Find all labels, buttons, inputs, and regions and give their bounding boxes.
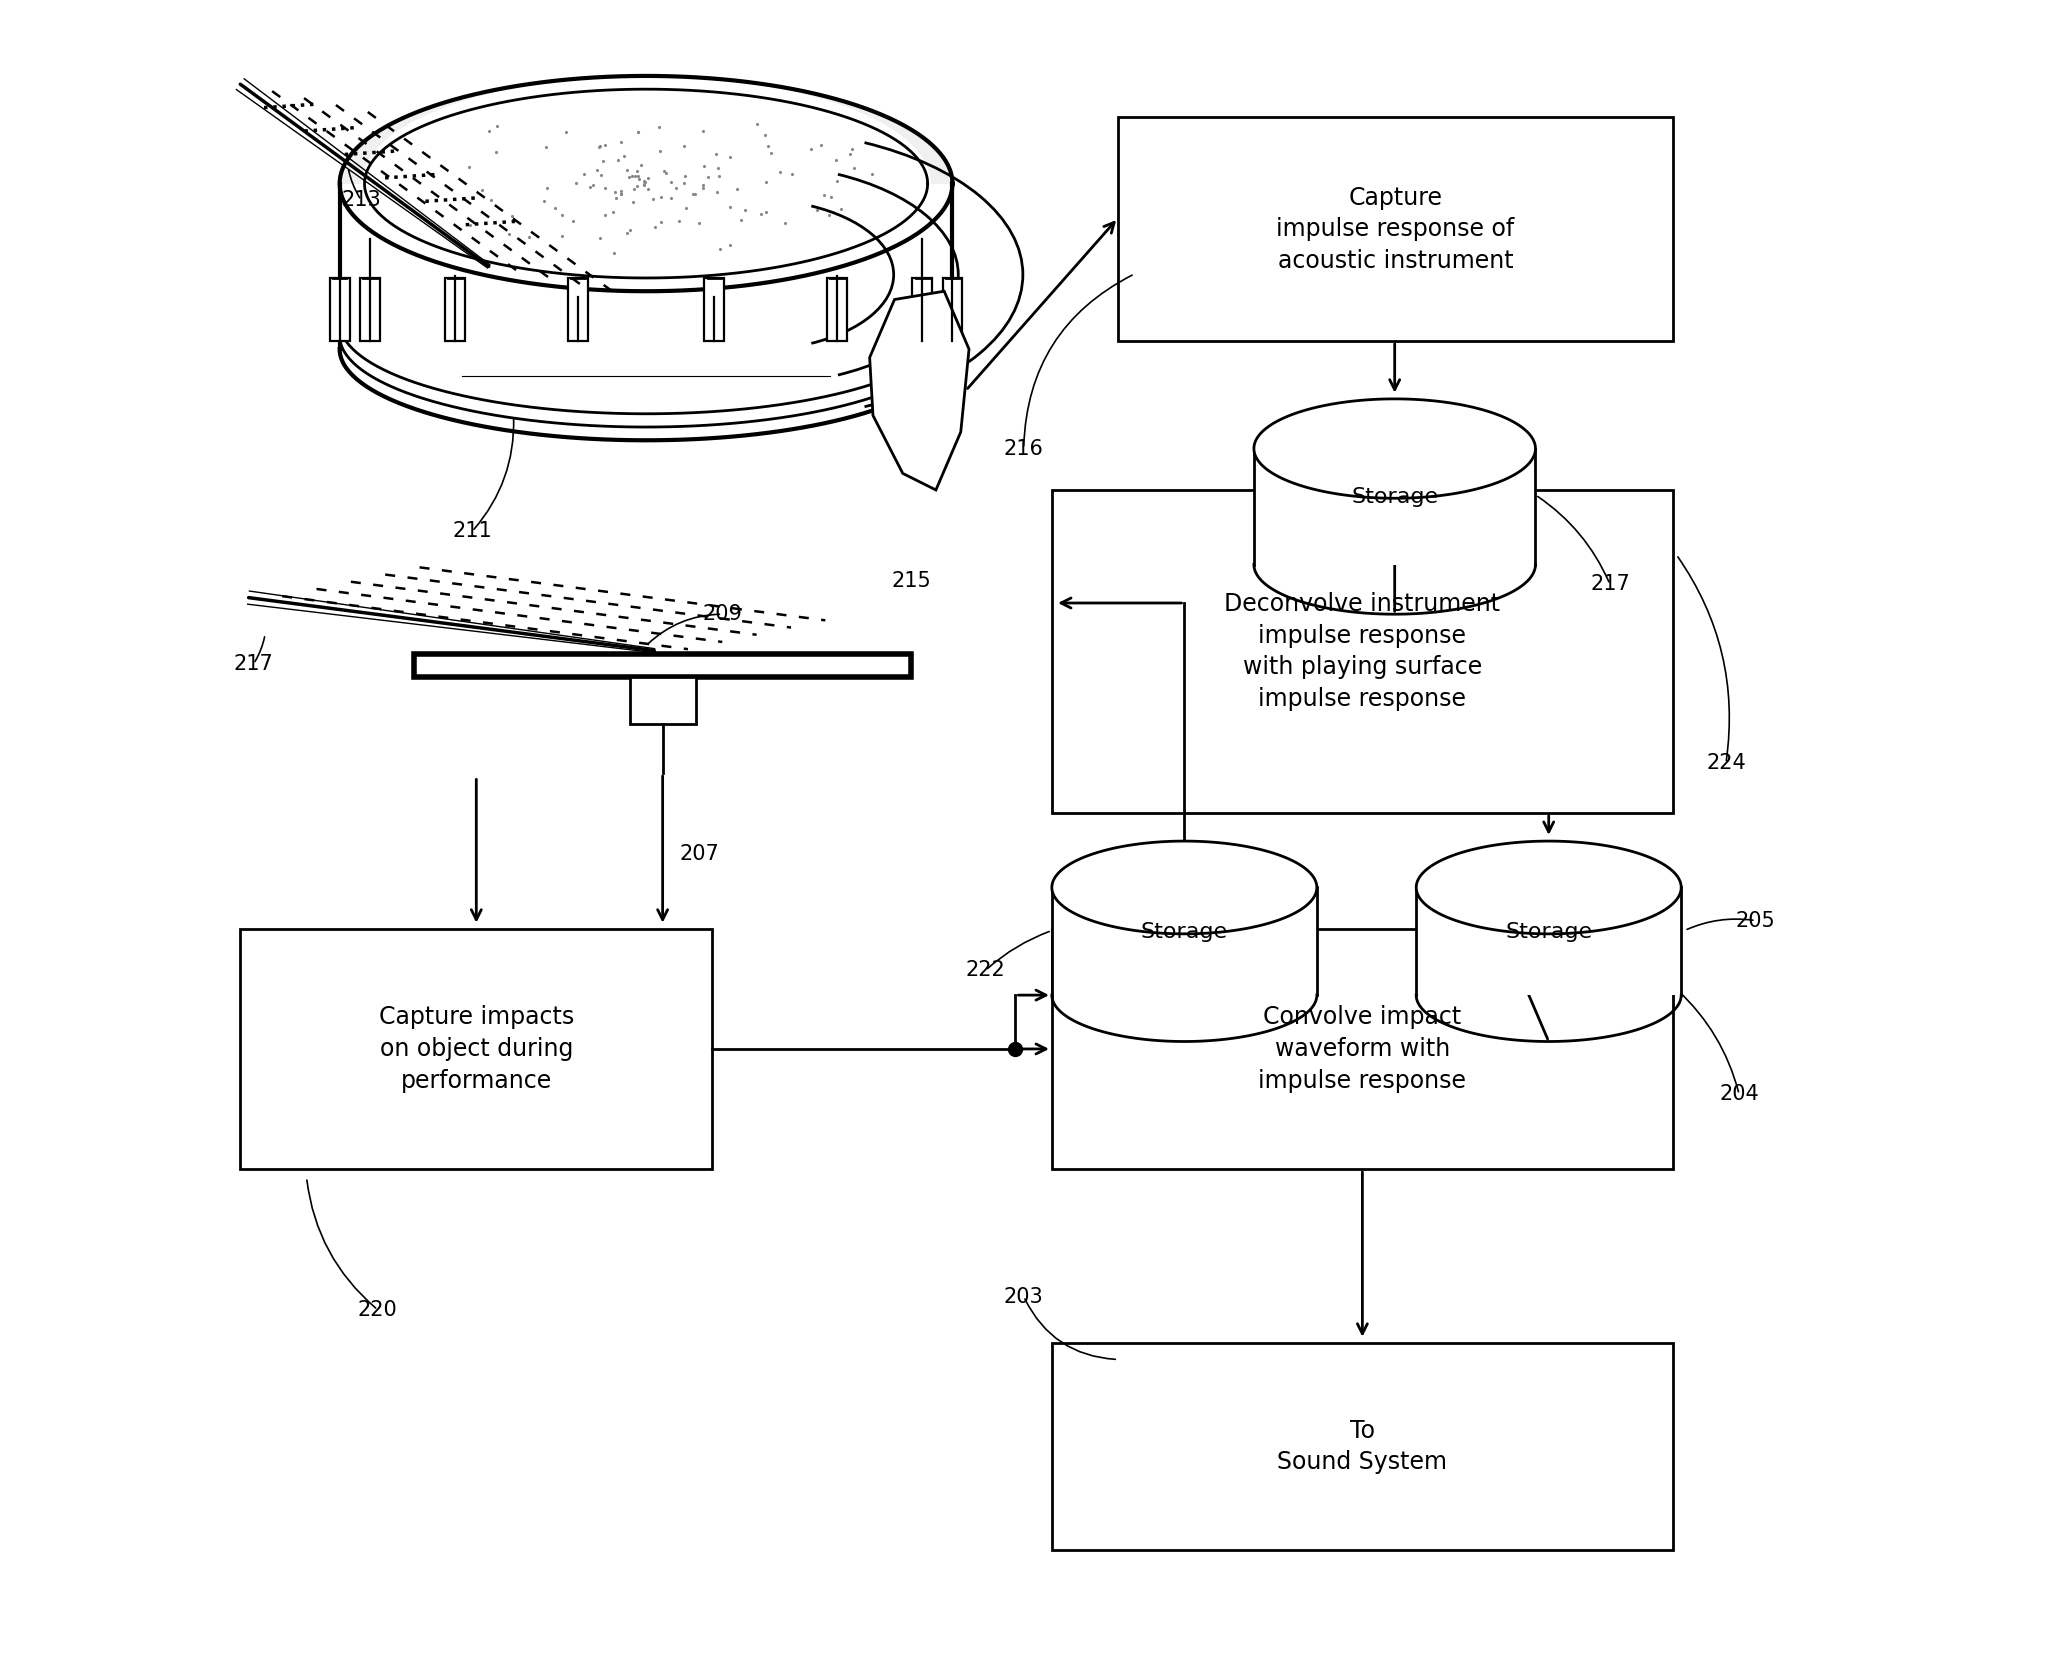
- Text: Convolve impact
waveform with
impulse response: Convolve impact waveform with impulse re…: [1259, 1005, 1467, 1093]
- Polygon shape: [1253, 448, 1536, 564]
- Text: 215: 215: [891, 571, 930, 591]
- Bar: [1052, 489, 1672, 813]
- Polygon shape: [1253, 398, 1536, 498]
- Text: 211: 211: [452, 521, 493, 541]
- Polygon shape: [415, 654, 912, 677]
- Text: 203: 203: [1004, 1287, 1043, 1307]
- Polygon shape: [869, 292, 969, 489]
- Bar: [359, 279, 380, 340]
- Bar: [446, 279, 464, 340]
- Bar: [569, 279, 587, 340]
- Text: 217: 217: [234, 654, 273, 674]
- Text: Storage: Storage: [1352, 486, 1438, 506]
- Polygon shape: [1052, 841, 1317, 934]
- Polygon shape: [1415, 841, 1682, 934]
- Bar: [629, 677, 696, 723]
- Bar: [1052, 1342, 1672, 1550]
- Bar: [912, 279, 933, 340]
- Bar: [943, 279, 963, 340]
- Text: Capture impacts
on object during
performance: Capture impacts on object during perform…: [378, 1005, 573, 1093]
- Bar: [331, 279, 349, 340]
- Polygon shape: [339, 76, 953, 292]
- Text: 213: 213: [341, 191, 382, 211]
- Text: 217: 217: [1590, 574, 1631, 594]
- Bar: [240, 929, 713, 1170]
- Bar: [1117, 118, 1672, 340]
- Text: 204: 204: [1719, 1085, 1758, 1105]
- Bar: [828, 279, 846, 340]
- Text: Capture
impulse response of
acoustic instrument: Capture impulse response of acoustic ins…: [1276, 186, 1514, 272]
- Polygon shape: [1052, 888, 1317, 995]
- Polygon shape: [339, 184, 953, 348]
- Bar: [1052, 929, 1672, 1170]
- Text: 220: 220: [357, 1299, 398, 1321]
- Text: Deconvolve instrument
impulse response
with playing surface
impulse response: Deconvolve instrument impulse response w…: [1224, 592, 1501, 710]
- Text: To
Sound System: To Sound System: [1278, 1418, 1448, 1475]
- Text: 222: 222: [965, 961, 1006, 980]
- Text: 224: 224: [1707, 753, 1746, 773]
- Text: Storage: Storage: [1506, 922, 1592, 942]
- Text: 205: 205: [1736, 911, 1775, 931]
- Polygon shape: [362, 76, 930, 292]
- Text: 207: 207: [680, 844, 719, 864]
- Text: 209: 209: [702, 604, 741, 624]
- Bar: [705, 279, 725, 340]
- Polygon shape: [1415, 888, 1682, 995]
- Text: Storage: Storage: [1140, 922, 1228, 942]
- Text: 216: 216: [1004, 438, 1043, 458]
